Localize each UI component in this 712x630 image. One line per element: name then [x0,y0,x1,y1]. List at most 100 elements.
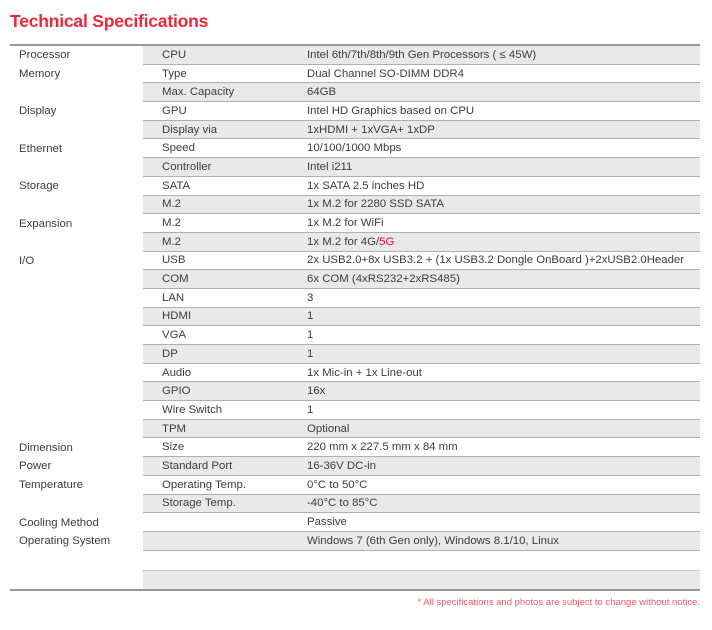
spec-row: I/O USB 2x USB2.0+8x USB3.2 + (1x USB3.2 D… [10,251,700,271]
category-cell [10,120,143,140]
spec-row: GPIO 16x [10,382,700,402]
param-cell: DP [162,347,178,360]
category-cell: Cooling Method [10,513,143,532]
value-cell: 2x USB2.0+8x USB3.2 + (1x USB3.2 Dongle … [307,254,685,267]
trailing-empty-row [10,570,700,589]
row-content: SATA 1x SATA 2.5 inches HD [143,176,700,196]
spec-row: Ethernet Speed 10/100/1000 Mbps [10,139,700,159]
value-cell: 3 [307,291,314,304]
spec-row: TPM Optional [10,419,700,439]
row-content: DP 1 [143,345,700,364]
param-cell: M.2 [162,217,181,230]
spec-row: Storage SATA 1x SATA 2.5 inches HD [10,176,700,196]
param-cell: GPU [162,104,187,117]
spec-row: Wire Switch 1 [10,401,700,420]
table-spacer-row [10,551,700,571]
row-content: Storage Temp. -40°C to 85°C [143,494,700,514]
row-content: LAN 3 [143,288,700,308]
row-content: M.2 1x M.2 for 4G/5G [143,232,700,252]
spec-row: Display GPU Intel HD Graphics based on CPU [10,102,700,121]
param-cell: Type [162,67,187,80]
param-cell: SATA [162,179,191,192]
spec-sheet-page: Technical Specifications Processor CPU Int… [0,10,712,608]
spec-row: Controller Intel i211 [10,158,700,177]
value-cell: 1x M.2 for 4G/5G [307,235,395,248]
category-cell: Temperature [10,475,143,495]
value-cell: Intel 6th/7th/8th/9th Gen Processors ( ≤… [307,48,537,61]
value-cell: 16x [307,385,326,398]
category-cell [10,270,143,289]
row-content: HDMI 1 [143,307,700,327]
category-cell [10,83,143,103]
value-cell: 1x Mic-in + 1x Line-out [307,366,422,379]
category-cell: Display [10,102,143,121]
value-cell: 10/100/1000 Mbps [307,142,402,155]
value-cell: 1x M.2 for WiFi [307,217,384,230]
spec-row: Operating System Windows 7 (6th Gen only)… [10,531,700,551]
footnote: * All specifications and photos are subj… [417,596,700,608]
value-cell: 1x SATA 2.5 inches HD [307,179,425,192]
spec-row: DP 1 [10,345,700,364]
category-cell: Memory [10,64,143,84]
spec-row: Memory Type Dual Channel SO-DIMM DDR4 [10,64,700,84]
category-cell [10,288,143,308]
category-cell: I/O [10,251,143,271]
param-cell: Display via [162,123,218,136]
row-content: Controller Intel i211 [143,158,700,177]
param-cell: LAN [162,291,185,304]
row-content: Windows 7 (6th Gen only), Windows 8.1/10… [143,531,700,551]
category-cell [10,195,143,215]
row-content: Passive [143,513,700,532]
value-cell: -40°C to 85°C [307,497,378,510]
category-cell [10,401,143,420]
category-cell: Dimension [10,438,143,458]
row-content: USB 2x USB2.0+8x USB3.2 + (1x USB3.2 Dong… [143,251,700,271]
value-cell: Dual Channel SO-DIMM DDR4 [307,67,464,80]
table-bottom-rule [10,588,700,591]
param-cell: M.2 [162,235,181,248]
param-cell: Storage Temp. [162,497,236,510]
row-content: Wire Switch 1 [143,401,700,420]
param-cell: Operating Temp. [162,478,246,491]
value-cell: 1xHDMI + 1xVGA+ 1xDP [307,123,435,136]
param-cell: Audio [162,366,192,379]
row-content: GPU Intel HD Graphics based on CPU [143,102,700,121]
spec-row: Temperature Operating Temp. 0°C to 50°C [10,475,700,495]
trailing-category-cell [10,570,143,589]
spec-row: M.2 1x M.2 for 4G/5G [10,232,700,252]
row-content: Speed 10/100/1000 Mbps [143,139,700,159]
param-cell [143,513,300,531]
value-cell: 16-36V DC-in [307,459,377,472]
spec-row: Dimension Size 220 mm x 227.5 mm x 84 mm [10,438,700,458]
category-cell: Processor [10,46,143,65]
category-cell [10,419,143,439]
row-content: Audio 1x Mic-in + 1x Line-out [143,363,700,383]
param-cell: TPM [162,422,187,435]
row-content: TPM Optional [143,419,700,439]
spec-row: VGA 1 [10,326,700,345]
param-cell: Max. Capacity [162,86,235,99]
value-cell: 1 [307,329,314,342]
category-cell: Power [10,457,143,476]
value-cell: 1 [307,347,314,360]
value-cell: 1x M.2 for 2280 SSD SATA [307,198,444,211]
row-content: Size 220 mm x 227.5 mm x 84 mm [143,438,700,458]
row-content: CPU Intel 6th/7th/8th/9th Gen Processors … [143,46,700,65]
trailing-shaded-cell [143,570,700,589]
param-cell: GPIO [162,385,191,398]
param-cell: Speed [162,142,195,155]
category-cell: Storage [10,176,143,196]
value-cell: 1 [307,310,314,323]
spec-row: Audio 1x Mic-in + 1x Line-out [10,363,700,383]
value-cell: Optional [307,422,350,435]
row-content: M.2 1x M.2 for 2280 SSD SATA [143,195,700,215]
category-cell [10,232,143,252]
page-title: Technical Specifications [10,11,209,31]
row-content: Standard Port 16-36V DC-in [143,457,700,476]
spec-row: Expansion M.2 1x M.2 for WiFi [10,214,700,233]
spec-row: Processor CPU Intel 6th/7th/8th/9th Gen Pr… [10,46,700,65]
spec-row: Max. Capacity 64GB [10,83,700,103]
category-cell [10,382,143,402]
category-cell: Expansion [10,214,143,233]
value-cell: Windows 7 (6th Gen only), Windows 8.1/10… [307,534,559,547]
